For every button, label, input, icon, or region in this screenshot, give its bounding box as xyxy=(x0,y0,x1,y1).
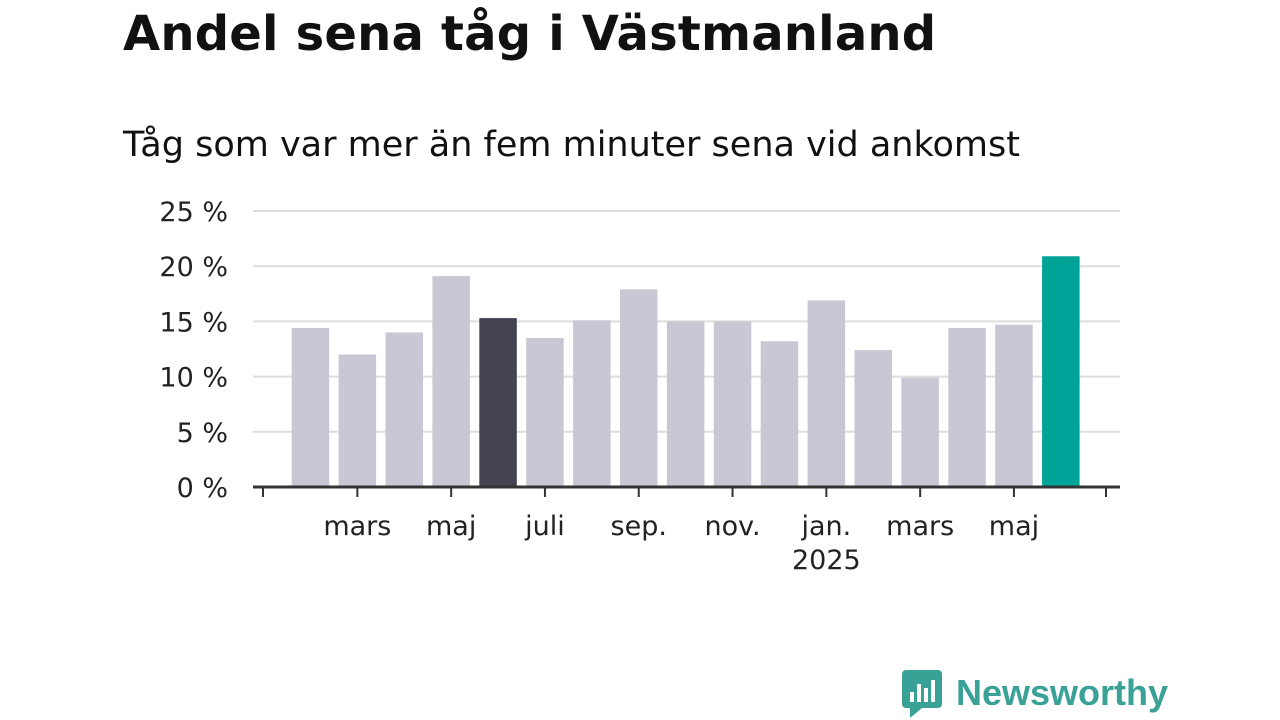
newsworthy-logo-text: Newsworthy xyxy=(956,672,1169,713)
x-tick-label: juli xyxy=(524,511,565,542)
chart-title: Andel sena tåg i Västmanland xyxy=(123,6,937,62)
y-tick-label: 0 % xyxy=(177,473,228,504)
bar xyxy=(291,328,330,487)
bar xyxy=(760,341,799,487)
y-tick-label: 25 % xyxy=(159,197,228,228)
x-tick-label: sep. xyxy=(611,511,667,542)
x-tick-sublabel: 2025 xyxy=(792,545,861,576)
x-tick-label: mars xyxy=(323,511,391,542)
x-tick-label: maj xyxy=(426,511,476,542)
bar xyxy=(479,318,517,487)
bar xyxy=(432,276,470,487)
bar xyxy=(385,332,423,487)
bar xyxy=(807,300,846,487)
y-tick-label: 5 % xyxy=(177,418,228,449)
bar xyxy=(995,324,1033,487)
newsworthy-logo-icon xyxy=(902,670,942,718)
x-tick-label: nov. xyxy=(704,511,760,542)
x-tick-label: jan. xyxy=(800,511,851,542)
x-tick-label: maj xyxy=(989,511,1039,542)
y-tick-label: 20 % xyxy=(159,252,228,283)
bar xyxy=(620,289,658,487)
bar xyxy=(854,350,892,487)
bar xyxy=(901,377,939,487)
bar xyxy=(948,328,986,487)
bar xyxy=(526,337,564,487)
chart-subtitle: Tåg som var mer än fem minuter sena vid … xyxy=(123,125,1020,165)
bar xyxy=(573,320,611,487)
y-tick-label: 10 % xyxy=(159,363,228,394)
y-tick-label: 15 % xyxy=(159,307,228,338)
newsworthy-logo: Newsworthy xyxy=(902,668,1168,718)
bar xyxy=(1042,256,1080,487)
bar xyxy=(713,321,752,487)
bar xyxy=(338,354,377,487)
x-tick-label: mars xyxy=(886,511,954,542)
bar xyxy=(666,321,705,487)
